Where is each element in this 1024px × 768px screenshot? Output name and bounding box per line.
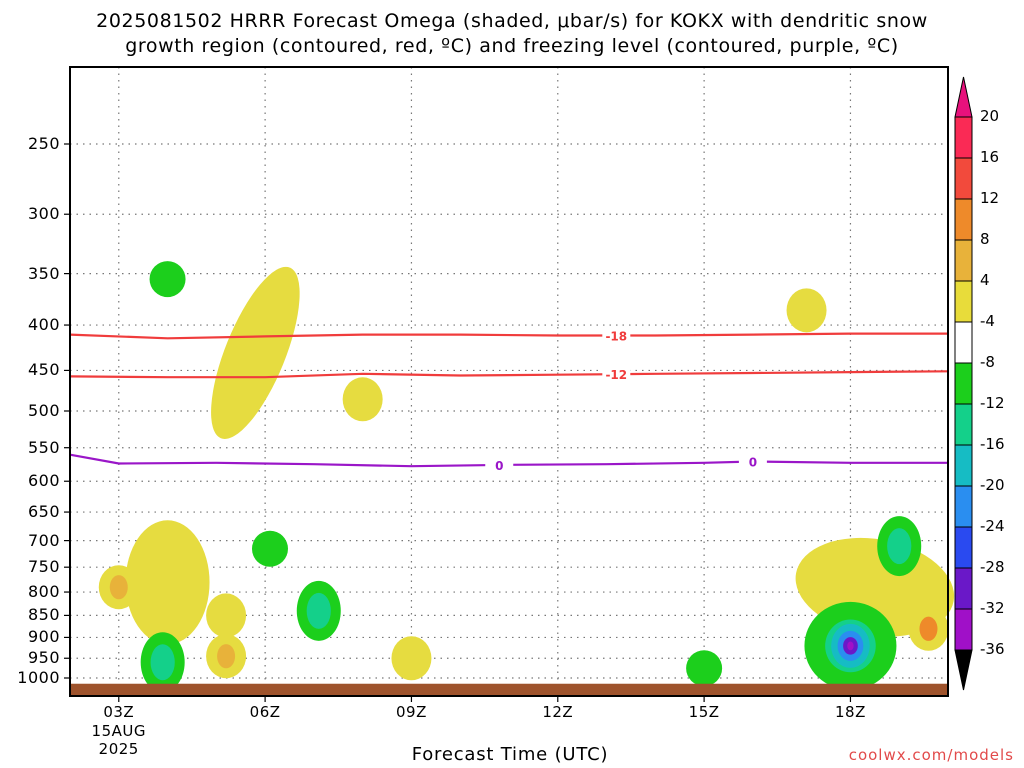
colorbar-label: -16 bbox=[980, 435, 1005, 453]
omega-ascent-core bbox=[217, 644, 236, 669]
y-tick-label: 700 bbox=[27, 530, 60, 550]
colorbar-label: 16 bbox=[980, 148, 1000, 166]
colorbar-swatch bbox=[954, 485, 973, 528]
omega-ascent-core bbox=[109, 575, 128, 600]
x-tick-sublabel: 15AUG bbox=[91, 722, 146, 740]
plot-frame bbox=[69, 66, 949, 697]
x-tick-label: 15Z bbox=[688, 703, 720, 721]
colorbar-label: -12 bbox=[980, 394, 1005, 412]
colorbar-swatch bbox=[954, 526, 973, 569]
x-tick-label: 03Z bbox=[103, 703, 135, 721]
contour-line bbox=[69, 370, 949, 379]
colorbar-label: -36 bbox=[980, 640, 1005, 658]
y-tick-label: 300 bbox=[27, 204, 60, 224]
y-tick-label: 900 bbox=[27, 627, 60, 647]
x-tick-label: 12Z bbox=[542, 703, 574, 721]
credit-link[interactable]: coolwx.com/models bbox=[848, 746, 1014, 764]
y-tick-label: 400 bbox=[27, 315, 60, 335]
y-tick-label: 250 bbox=[27, 134, 60, 153]
contour-label-bg bbox=[738, 453, 767, 470]
omega-ascent-region bbox=[391, 636, 432, 681]
colorbar-arrow-bottom bbox=[954, 649, 973, 691]
title-line-2: growth region (contoured, red, ºC) and f… bbox=[125, 35, 899, 57]
colorbar-label: 8 bbox=[980, 230, 990, 248]
x-tick-label: 06Z bbox=[249, 703, 281, 721]
colorbar-swatch bbox=[954, 567, 973, 610]
colorbar-label: -20 bbox=[980, 476, 1005, 494]
omega-descent-core bbox=[306, 592, 331, 629]
colorbar-arrow-top bbox=[954, 76, 973, 118]
omega-ascent-region bbox=[125, 520, 210, 645]
y-tick-label: 950 bbox=[27, 648, 60, 668]
x-tick-label: 18Z bbox=[835, 703, 866, 721]
colorbar-label: -32 bbox=[980, 599, 1005, 617]
colorbar-swatch bbox=[954, 444, 973, 487]
x-tick-sublabel: 2025 bbox=[98, 740, 139, 758]
omega-descent-core bbox=[887, 528, 912, 565]
y-tick-label: 500 bbox=[27, 401, 60, 420]
y-tick-label: 650 bbox=[27, 502, 60, 522]
omega-ascent-region bbox=[206, 593, 247, 638]
contour-label-bg bbox=[602, 366, 631, 383]
contour-label: 0 bbox=[749, 455, 757, 469]
colorbar-label: 12 bbox=[980, 189, 1000, 207]
y-tick-label: 450 bbox=[27, 360, 60, 380]
contour-label-bg bbox=[602, 327, 631, 344]
colorbar-label: 4 bbox=[980, 271, 990, 289]
ground-surface bbox=[70, 683, 948, 696]
omega-descent-region bbox=[149, 261, 186, 298]
omega-descent-core bbox=[150, 644, 175, 681]
y-tick-label: 750 bbox=[27, 557, 60, 577]
colorbar-swatch bbox=[954, 403, 973, 446]
colorbar-swatch bbox=[954, 157, 973, 200]
y-tick-label: 1000 bbox=[17, 668, 60, 687]
colorbar-label: 20 bbox=[980, 107, 1000, 125]
omega-ascent-core bbox=[919, 616, 938, 641]
colorbar-swatch bbox=[954, 321, 973, 364]
contour-label: 0 bbox=[495, 459, 503, 473]
contour-line bbox=[69, 332, 948, 340]
contour-label: -12 bbox=[605, 368, 627, 382]
colorbar-swatch bbox=[954, 362, 973, 405]
omega-descent-core bbox=[847, 641, 854, 651]
omega-descent-region bbox=[251, 530, 288, 567]
colorbar-swatch bbox=[954, 198, 973, 241]
colorbar-label: -28 bbox=[980, 558, 1005, 576]
colorbar-label: -4 bbox=[980, 312, 995, 330]
x-axis-label: Forecast Time (UTC) bbox=[411, 744, 609, 765]
y-tick-label: 550 bbox=[27, 437, 60, 457]
omega-ascent-region bbox=[211, 266, 300, 439]
colorbar-label: -24 bbox=[980, 517, 1005, 535]
title-line-1: 2025081502 HRRR Forecast Omega (shaded, … bbox=[96, 10, 928, 32]
contour-label-bg bbox=[485, 456, 514, 473]
omega-ascent-region bbox=[786, 288, 827, 333]
omega-ascent-region bbox=[342, 377, 383, 422]
colorbar-swatch bbox=[954, 608, 973, 651]
colorbar-swatch bbox=[954, 116, 973, 159]
y-tick-label: 600 bbox=[27, 471, 60, 491]
contour-label: -18 bbox=[605, 329, 627, 343]
y-tick-label: 850 bbox=[27, 605, 60, 625]
y-tick-label: 350 bbox=[27, 263, 60, 283]
x-tick-label: 09Z bbox=[396, 703, 427, 721]
colorbar-swatch bbox=[954, 239, 973, 282]
omega-descent-region bbox=[686, 650, 723, 687]
colorbar-swatch bbox=[954, 280, 973, 323]
y-tick-label: 800 bbox=[27, 582, 60, 602]
colorbar-label: -8 bbox=[980, 353, 995, 371]
